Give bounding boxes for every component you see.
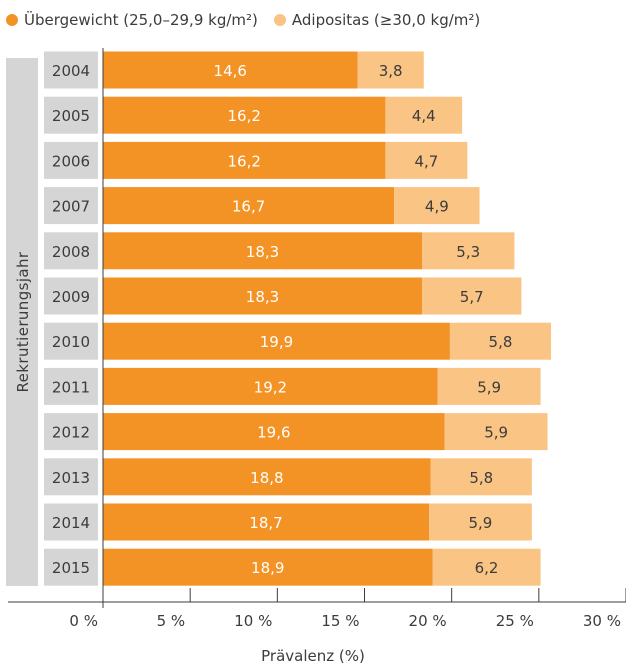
- category-label-panel: [44, 232, 98, 270]
- data-label-overweight: 14,6: [214, 62, 247, 80]
- bar-segment-overweight: [103, 322, 450, 360]
- data-label-overweight: 19,6: [257, 424, 290, 442]
- bar-segment-obesity: [385, 141, 468, 179]
- data-label-overweight: 16,2: [228, 152, 261, 170]
- legend-item-overweight: Übergewicht (25,0–29,9 kg/m²): [6, 11, 258, 29]
- data-label-obesity: 4,7: [414, 152, 438, 170]
- x-axis-title: Prävalenz (%): [261, 647, 365, 665]
- x-tick-label: 25 %: [496, 612, 534, 630]
- legend-swatch-overweight: [6, 14, 18, 26]
- bar-segment-obesity: [449, 322, 552, 360]
- bar-segment-obesity: [437, 367, 541, 405]
- y-axis-title-panel: [6, 58, 38, 586]
- category-label: 2006: [52, 152, 90, 170]
- category-label-panel: [44, 187, 98, 225]
- x-tick-label: 0 %: [69, 612, 98, 630]
- data-label-overweight: 16,2: [228, 107, 261, 125]
- legend: Übergewicht (25,0–29,9 kg/m²) Adipositas…: [6, 9, 496, 31]
- data-label-obesity: 5,9: [477, 378, 501, 396]
- data-label-obesity: 5,8: [489, 333, 513, 351]
- category-label-panel: [44, 548, 98, 586]
- data-label-obesity: 6,2: [475, 559, 499, 577]
- bar-segment-obesity: [429, 503, 532, 541]
- x-tick-label: 30 %: [583, 612, 621, 630]
- legend-item-obesity: Adipositas (≥30,0 kg/m²): [273, 11, 481, 29]
- category-label-panel: [44, 51, 98, 89]
- x-tick-label: 5 %: [157, 612, 186, 630]
- category-label: 2011: [52, 378, 90, 396]
- bar-segment-obesity: [422, 232, 515, 270]
- category-label-panel: [44, 458, 98, 496]
- data-label-overweight: 19,2: [254, 378, 287, 396]
- category-label: 2008: [52, 243, 90, 261]
- x-tick-label: 15 %: [321, 612, 359, 630]
- bar-segment-obesity: [357, 51, 424, 89]
- data-label-overweight: 18,3: [246, 243, 279, 261]
- category-label: 2015: [52, 559, 90, 577]
- bar-segment-obesity: [385, 96, 463, 134]
- bar-segment-overweight: [103, 187, 395, 225]
- category-label-panel: [44, 322, 98, 360]
- category-label-panel: [44, 277, 98, 315]
- bar-segment-overweight: [103, 277, 423, 315]
- x-tick-label: 20 %: [409, 612, 447, 630]
- bar-segment-overweight: [103, 141, 386, 179]
- category-label-panel: [44, 96, 98, 134]
- data-label-obesity: 5,9: [484, 424, 508, 442]
- data-label-overweight: 18,7: [249, 514, 282, 532]
- bar-segment-overweight: [103, 413, 445, 451]
- data-label-overweight: 18,9: [251, 559, 284, 577]
- bar-segment-overweight: [103, 548, 433, 586]
- legend-label-obesity: Adipositas (≥30,0 kg/m²): [291, 11, 481, 29]
- data-label-overweight: 18,8: [250, 469, 283, 487]
- category-label: 2007: [52, 198, 90, 216]
- legend-label-overweight: Übergewicht (25,0–29,9 kg/m²): [24, 11, 258, 29]
- data-label-obesity: 5,3: [456, 243, 480, 261]
- category-label-panel: [44, 141, 98, 179]
- bar-segment-overweight: [103, 232, 423, 270]
- data-label-overweight: 16,7: [232, 198, 265, 216]
- category-label-panel: [44, 413, 98, 451]
- bar-segment-overweight: [103, 458, 431, 496]
- bar-segment-obesity: [422, 277, 522, 315]
- x-tick-label: 10 %: [234, 612, 272, 630]
- bar-segment-obesity: [444, 413, 548, 451]
- bar-segment-overweight: [103, 367, 438, 405]
- category-label-panel: [44, 503, 98, 541]
- category-label: 2013: [52, 469, 90, 487]
- data-label-obesity: 3,8: [379, 62, 403, 80]
- data-label-overweight: 18,3: [246, 288, 279, 306]
- bar-segment-overweight: [103, 96, 386, 134]
- data-label-obesity: 5,7: [460, 288, 484, 306]
- category-label: 2014: [52, 514, 90, 532]
- category-label: 2004: [52, 62, 90, 80]
- bar-segment-overweight: [103, 503, 430, 541]
- category-label: 2012: [52, 424, 90, 442]
- bar-segment-obesity: [432, 548, 541, 586]
- data-label-obesity: 4,4: [412, 107, 436, 125]
- category-label: 2009: [52, 288, 90, 306]
- bar-segment-obesity: [394, 187, 480, 225]
- data-label-obesity: 5,9: [469, 514, 493, 532]
- category-label-panel: [44, 367, 98, 405]
- bar-segment-obesity: [430, 458, 532, 496]
- category-label: 2005: [52, 107, 90, 125]
- bar-segment-overweight: [103, 51, 358, 89]
- data-label-obesity: 4,9: [425, 198, 449, 216]
- legend-swatch-obesity: [273, 14, 286, 26]
- data-label-obesity: 5,8: [469, 469, 493, 487]
- data-label-overweight: 19,9: [260, 333, 293, 351]
- category-label: 2010: [52, 333, 90, 351]
